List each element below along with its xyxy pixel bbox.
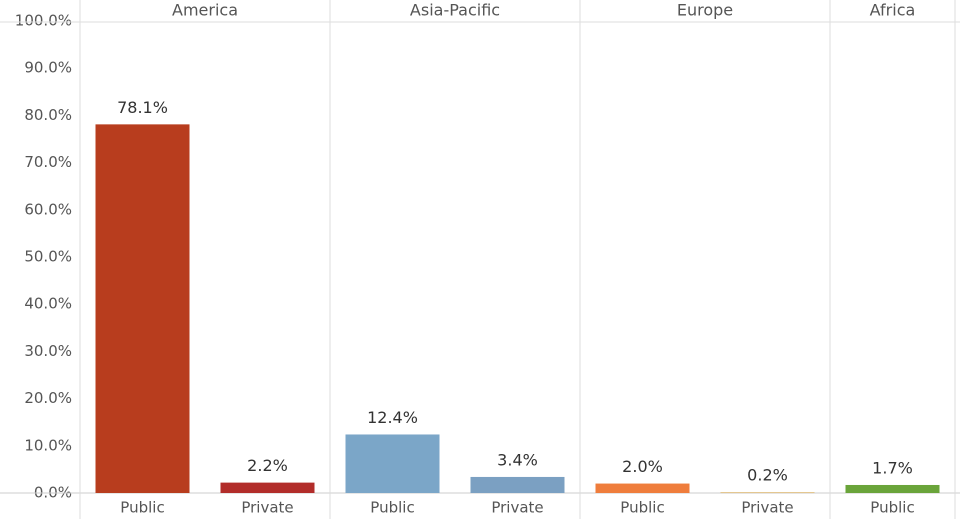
- value-label: 12.4%: [367, 408, 418, 427]
- x-tick-label: Public: [870, 499, 914, 517]
- y-tick-label: 100.0%: [15, 12, 72, 30]
- value-label: 2.0%: [622, 457, 663, 476]
- x-tick-label: Public: [370, 499, 414, 517]
- x-tick-label: Public: [120, 499, 164, 517]
- panel-header: America: [172, 1, 238, 20]
- value-label: 2.2%: [247, 456, 288, 475]
- panel-header: Europe: [677, 1, 733, 20]
- bar: [95, 124, 190, 494]
- y-tick-label: 40.0%: [24, 295, 72, 313]
- bar: [845, 484, 940, 493]
- bar: [345, 434, 440, 493]
- panel-header: Africa: [870, 1, 916, 20]
- y-tick-label: 30.0%: [24, 342, 72, 360]
- y-tick-label: 20.0%: [24, 389, 72, 407]
- x-tick-label: Private: [741, 499, 793, 517]
- value-label: 3.4%: [497, 450, 538, 469]
- panel-header: Asia-Pacific: [410, 1, 500, 20]
- value-label: 0.2%: [747, 466, 788, 485]
- x-tick-label: Public: [620, 499, 664, 517]
- value-label: 1.7%: [872, 458, 913, 477]
- y-tick-label: 70.0%: [24, 153, 72, 171]
- x-tick-label: Private: [491, 499, 543, 517]
- bar: [595, 483, 690, 493]
- y-tick-label: 90.0%: [24, 59, 72, 77]
- y-tick-label: 10.0%: [24, 436, 72, 454]
- y-tick-label: 50.0%: [24, 248, 72, 266]
- bar: [470, 476, 565, 493]
- bar: [720, 492, 815, 494]
- bar: [220, 482, 315, 493]
- y-tick-label: 80.0%: [24, 106, 72, 124]
- x-tick-label: Private: [241, 499, 293, 517]
- value-label: 78.1%: [117, 98, 168, 117]
- y-tick-label: 60.0%: [24, 200, 72, 218]
